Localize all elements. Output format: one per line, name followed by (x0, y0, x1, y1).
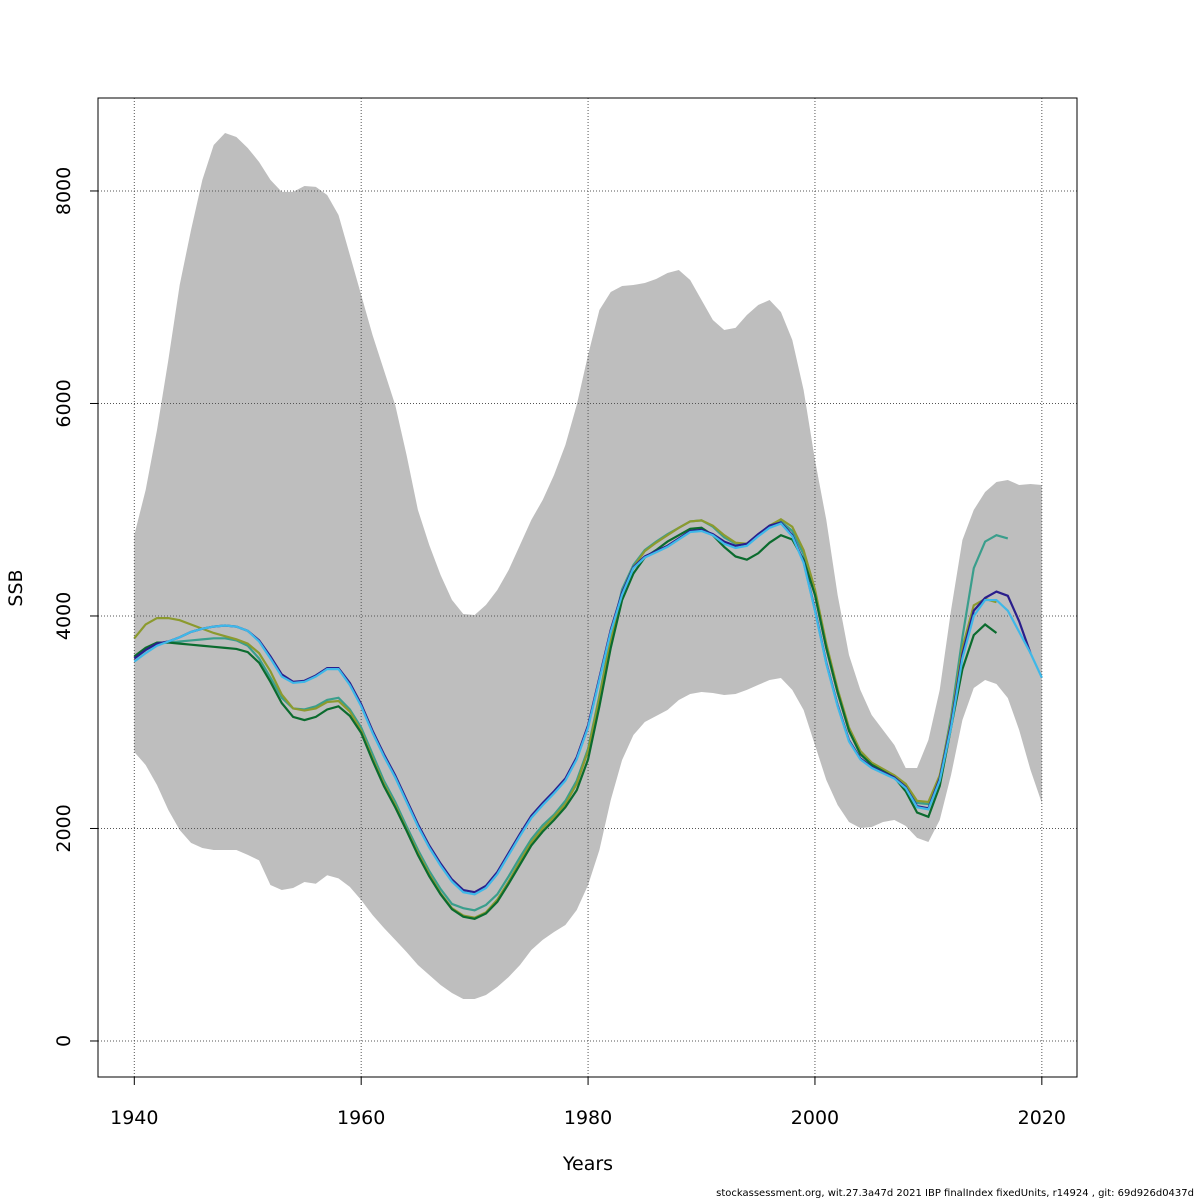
x-tick-label: 2020 (1018, 1107, 1066, 1129)
x-tick-label: 1980 (564, 1107, 612, 1129)
y-tick-label: 8000 (53, 167, 75, 215)
x-tick-label: 2000 (791, 1107, 839, 1129)
y-tick-label: 0 (53, 1035, 75, 1047)
y-axis-label: SSB (5, 569, 27, 606)
y-tick-label: 4000 (53, 592, 75, 640)
x-tick-label: 1940 (110, 1107, 158, 1129)
series-line (133, 518, 997, 919)
series-line (133, 522, 1043, 896)
y-tick-label: 6000 (53, 379, 75, 427)
footnote: stockassessment.org, wit.27.3a47d 2021 I… (716, 1188, 1194, 1199)
x-axis-label: Years (562, 1153, 613, 1175)
y-tick-label: 2000 (53, 804, 75, 852)
x-tick-label: 1960 (337, 1107, 385, 1129)
plot-frame (97, 97, 1078, 1078)
series-line (133, 526, 998, 920)
